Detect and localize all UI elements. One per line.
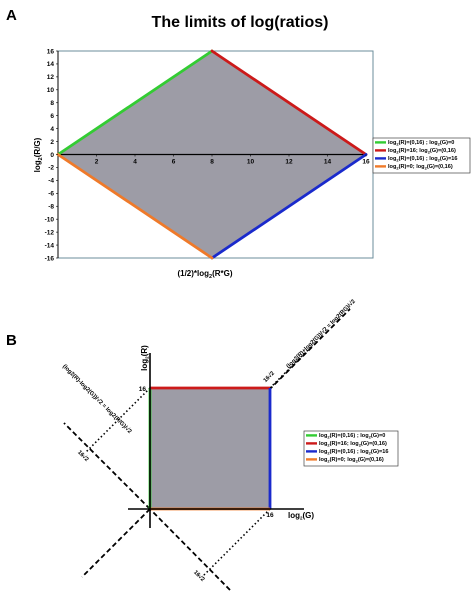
chart-a-ytick-label: 16 [47,48,55,55]
chart-a-ytick-label: 4 [50,126,54,133]
chart-a-xtick-label: 4 [133,159,137,166]
chart-a-ytick-label: 12 [47,74,55,81]
chart-a-series-line-2 [210,49,368,156]
rotated-axis-sum [149,308,351,510]
chart-b-ylabel: log2(R) [140,345,150,371]
legend-box [303,430,399,467]
chart-a-xtick-label: 10 [247,159,255,166]
chart-a-ytick-label: -12 [45,229,55,236]
chart-a-series-line-3 [210,153,368,260]
panel-b: B 16 16 log2(R) log2(G) 16√2 16√2 16√2 (… [6,298,399,591]
chart-a-xtick-label: 14 [324,159,332,166]
legend-entry: log2(R)=16; log2(G)=(0,16) [388,148,456,154]
panel-a-label: A [6,7,17,24]
chart-a-title: The limits of log(ratios) [152,14,329,31]
chart-b-legend: log2(R)=(0,16) ; log2(G)=0 log2(R)=16; lo… [303,430,399,467]
legend-entry: log2(R)=(0,16) ; log2(G)=0 [319,433,385,439]
panel-b-label: B [6,332,17,349]
rotated-axis-diff-label: (log2(R)-log2(G))/√2 = log2(R/G)/√2 [61,363,133,435]
chart-a-series-line-1 [56,49,214,156]
rotated-axis-lower-left [149,508,231,591]
chart-b-y-max-label: 16 [139,386,147,393]
chart-a-xlabel: (1/2)*log2(R*G) [177,269,232,280]
diag-label-lower: 16√2 [192,569,206,583]
chart-a-ytick-label: -4 [48,178,54,185]
chart-a-ytick-label: -8 [48,204,54,211]
chart-b-xlabel: log2(G) [288,511,314,521]
chart-a-ytick-label: 8 [50,100,54,107]
dotted-line-upper-left [85,387,151,453]
legend-entry: log2(R)=(0,16) ; log2(G)=0 [388,140,454,146]
chart-a-ytick-label: -14 [45,242,55,249]
rotated-axis-lower-right [81,508,151,578]
chart-b-x-max-label: 16 [266,512,274,519]
chart-a-series [56,49,368,260]
chart-a-ytick-label: 6 [50,113,54,120]
chart-a-tick-labels: -16 -14 -12 -10 -8 -6 -4 -2 0 2 4 6 8 10 12 14 16 2 4 6 8 10 1… [45,48,370,262]
chart-a-ytick-label: 2 [50,139,54,146]
diag-label-upper-right: 16√2 [262,370,276,384]
chart-b-fill-area [150,388,270,509]
dotted-line-lower-right [201,508,271,578]
chart-a-ytick-label: 10 [47,87,55,94]
chart-a-xtick-label: 12 [285,159,293,166]
panel-a: A The limits of log(ratios) -16 -14 -12 -10… [6,7,471,280]
legend-box [372,137,471,174]
chart-a-ytick-label: -16 [45,255,55,262]
legend-entry: log2(R)=(0,16) ; log2(G)=16 [319,449,388,455]
chart-a-legend: log2(R)=(0,16) ; log2(G)=0 log2(R)=16; lo… [372,137,471,174]
chart-a-ytick-label: -6 [48,191,54,198]
chart-a-series-line-4 [56,153,214,260]
chart-a-ytick-label: -10 [45,216,55,223]
chart-a-ytick-label: 14 [47,61,55,68]
dotted-line-upper-right [269,345,313,389]
legend-entry: log2(R)=0; log2(G)=(0,16) [319,457,384,463]
rotated-axis-diff [63,422,151,510]
legend-entry: log2(R)=0; log2(G)=(0,16) [388,164,453,170]
chart-a-ylabel: log2(R/G) [33,137,44,172]
chart-a-ytick-label: -2 [48,165,54,172]
chart-a-xtick-label: 16 [362,159,370,166]
rotated-axis-sum-label: (log2(R)+log2(G))/√2 = log2(RG)/√2 [285,298,357,370]
chart-a-xtick-label: 8 [210,159,214,166]
legend-entry: log2(R)=(0,16) ; log2(G)=16 [388,156,457,162]
legend-entry: log2(R)=16; log2(G)=(0,16) [319,441,387,447]
chart-a-ytick-label: 0 [50,152,54,159]
chart-a-xtick-label: 6 [172,159,176,166]
chart-a-xtick-label: 2 [95,159,99,166]
